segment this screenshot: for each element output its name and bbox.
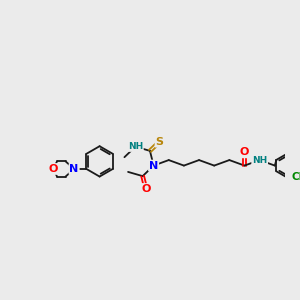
Text: N: N: [70, 164, 79, 174]
Text: O: O: [240, 147, 249, 157]
Text: O: O: [49, 164, 58, 174]
Text: O: O: [141, 184, 151, 194]
Text: NH: NH: [252, 156, 267, 165]
Text: Cl: Cl: [292, 172, 300, 182]
Text: N: N: [149, 160, 158, 171]
Text: NH: NH: [128, 142, 143, 151]
Text: S: S: [155, 137, 164, 147]
